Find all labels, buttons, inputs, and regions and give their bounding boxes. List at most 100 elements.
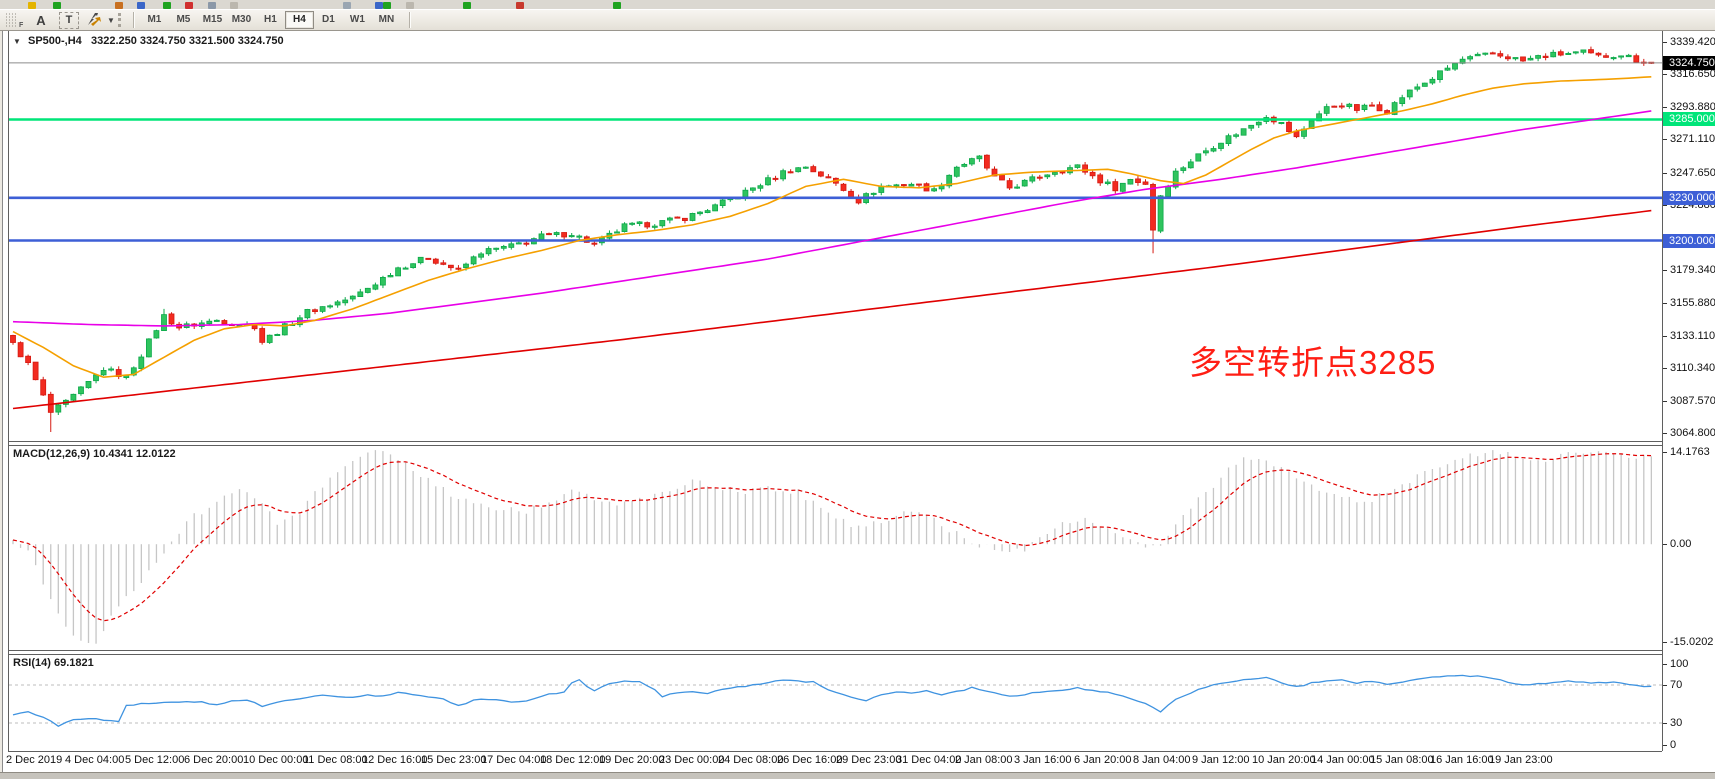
clipped-toolbar-icon (406, 2, 414, 9)
timeframe-button-M5[interactable]: M5 (176, 14, 191, 25)
timeframe-button-M1[interactable]: M1 (147, 14, 162, 25)
time-axis-label: 8 Jan 04:00 (1133, 754, 1191, 766)
time-axis[interactable]: 2 Dec 2019 4 Dec 04:00 5 Dec 12:00 6 Dec 20… (3, 752, 1715, 772)
time-axis-label: 12 Dec 16:00 (362, 754, 428, 766)
chart-window: ▼ SP500-,H4 3322.250 3324.750 3321.500 3… (2, 31, 1715, 772)
price-level-badge: 3200.000 (1663, 234, 1715, 248)
clipped-toolbar-icon (613, 2, 621, 9)
price-chart-plot[interactable] (9, 31, 1662, 441)
time-axis-label: 9 Jan 12:00 (1192, 754, 1250, 766)
price-tick-label: 3179.340 (1670, 264, 1715, 276)
rsi-panel-plot[interactable] (9, 655, 1662, 751)
time-axis-label: 10 Jan 20:00 (1252, 754, 1316, 766)
price-tick-label: 3339.420 (1670, 36, 1715, 48)
timeframe-button-D1[interactable]: D1 (322, 14, 335, 25)
clipped-toolbar-icon (185, 2, 193, 9)
price-tick-label: 3087.570 (1670, 395, 1715, 407)
price-tick-label: 3271.110 (1670, 133, 1715, 145)
price-tick-label: 3155.880 (1670, 297, 1715, 309)
chevron-down-icon[interactable]: ▼ (107, 15, 115, 25)
clipped-toolbar-icon (208, 2, 216, 9)
clipped-toolbar-icon (230, 2, 238, 9)
clipped-toolbar-icon (137, 2, 145, 9)
price-tick-label: 70 (1670, 679, 1683, 691)
price-tick-label: 3064.800 (1670, 427, 1715, 439)
clipped-toolbar-icon (28, 2, 36, 9)
window-bottom-edge (0, 772, 1715, 779)
time-axis-label: 2 Jan 08:00 (955, 754, 1013, 766)
clipped-toolbar-icon (115, 2, 123, 9)
grid-dots-icon[interactable]: F (4, 11, 26, 29)
timeframe-button-W1[interactable]: W1 (349, 14, 365, 25)
symbol-period-label: SP500-,H4 (27, 35, 82, 47)
svg-text:F: F (19, 22, 24, 28)
time-axis-label: 19 Dec 20:00 (599, 754, 665, 766)
toolbar-separator (132, 12, 135, 28)
timeframe-buttons: M1 M5 M15 M30 H1 H4 D1 W1 MN (140, 10, 401, 30)
clipped-toolbar-icon (516, 2, 524, 9)
time-axis-label: 23 Dec 00:00 (659, 754, 725, 766)
price-tick-label: 3293.880 (1670, 101, 1715, 113)
price-tick-label: 3133.110 (1670, 330, 1715, 342)
text-tool-icon[interactable]: A (36, 12, 46, 28)
price-tick-label: 3316.650 (1670, 68, 1715, 80)
toolbar: F A T ▼ M1 M5 M15 M30 H1 H4 D1 W1 MN (0, 10, 1715, 31)
clipped-toolbar-icon (463, 2, 471, 9)
panel-separator[interactable] (8, 654, 1662, 655)
price-level-badge: 3230.000 (1663, 191, 1715, 205)
price-tick-label: -15.0202 (1670, 636, 1714, 648)
toolbar-drag-handle[interactable] (117, 13, 125, 27)
price-tick-label: 3110.340 (1670, 362, 1715, 374)
time-axis-label: 5 Dec 12:00 (125, 754, 185, 766)
time-axis-label: 31 Dec 04:00 (896, 754, 962, 766)
toolbar-separator-2 (408, 12, 411, 28)
price-level-badge: 3285.000 (1663, 112, 1715, 126)
price-tick-label: 3247.650 (1670, 167, 1715, 179)
clipped-toolbar-icon (375, 2, 383, 9)
timeframe-button-M30[interactable]: M30 (231, 14, 252, 25)
time-axis-label: 15 Jan 08:00 (1370, 754, 1434, 766)
time-axis-label: 16 Jan 16:00 (1430, 754, 1494, 766)
time-axis-label: 24 Dec 08:00 (718, 754, 784, 766)
time-axis-label: 14 Jan 00:00 (1311, 754, 1375, 766)
collapse-triangle-icon[interactable]: ▼ (13, 37, 21, 46)
time-axis-label: 15 Dec 23:00 (421, 754, 487, 766)
time-axis-border (8, 751, 1662, 752)
price-axis[interactable]: 3339.420 3316.650 3293.880 3271.110 3247.650… (1662, 31, 1715, 751)
timeframe-button-H1[interactable]: H1 (264, 14, 277, 25)
clipped-toolbar-icon (163, 2, 171, 9)
macd-panel-plot[interactable] (9, 446, 1662, 650)
plot-left-border (8, 31, 9, 751)
time-axis-label: 29 Dec 23:00 (836, 754, 902, 766)
timeframe-button-M15[interactable]: M15 (202, 14, 223, 25)
time-axis-label: 18 Dec 12:00 (540, 754, 606, 766)
timeframe-button-MN[interactable]: MN (378, 14, 395, 25)
panel-separator[interactable] (8, 650, 1662, 651)
clipped-toolbar-icon (53, 2, 61, 9)
time-axis-label: 6 Jan 20:00 (1074, 754, 1132, 766)
time-axis-label: 3 Jan 16:00 (1014, 754, 1072, 766)
time-axis-label: 26 Dec 16:00 (777, 754, 843, 766)
macd-label: MACD(12,26,9) 10.4341 12.0122 (13, 448, 176, 460)
ohlc-values: 3322.250 3324.750 3321.500 3324.750 (90, 35, 284, 47)
price-tick-label: 100 (1670, 658, 1689, 670)
price-tick-label: 0 (1670, 739, 1677, 751)
time-axis-label: 4 Dec 04:00 (65, 754, 125, 766)
price-tick-label: 30 (1670, 717, 1683, 729)
time-axis-label: 6 Dec 20:00 (184, 754, 244, 766)
time-axis-label: 10 Dec 00:00 (243, 754, 309, 766)
timeframe-button-H4[interactable]: H4 (284, 11, 314, 29)
time-axis-label: 19 Jan 23:00 (1489, 754, 1553, 766)
text-label-tool-icon[interactable]: T (59, 11, 79, 29)
clipped-toolbar-icon (343, 2, 351, 9)
chart-title: ▼ SP500-,H4 3322.250 3324.750 3321.500 3… (13, 35, 284, 47)
panel-separator[interactable] (8, 445, 1662, 446)
panel-separator[interactable] (8, 441, 1662, 442)
rsi-label: RSI(14) 69.1821 (13, 657, 94, 669)
toolbar-strip-clipped (0, 0, 1715, 10)
price-tick-label: 14.1763 (1670, 446, 1710, 458)
time-axis-label: 2 Dec 2019 (6, 754, 63, 766)
clipped-toolbar-icon (383, 2, 391, 9)
cursor-arrows-icon[interactable] (83, 11, 105, 29)
